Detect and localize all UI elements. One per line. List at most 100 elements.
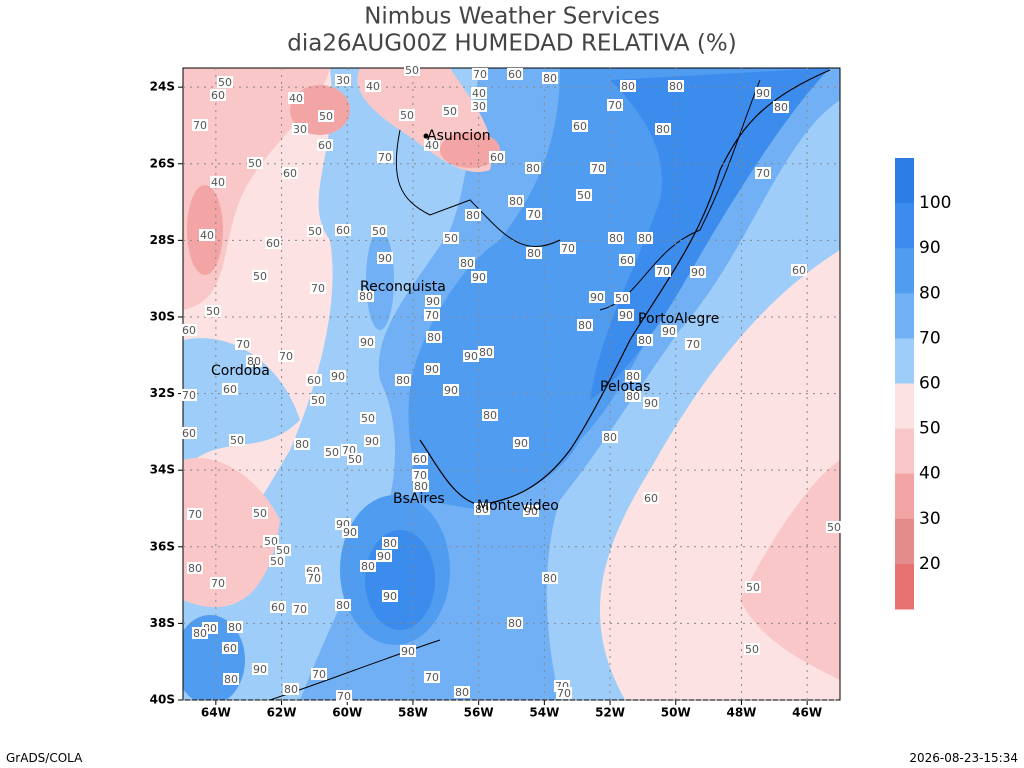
contour-label: 30 xyxy=(293,123,307,136)
contour-label: 50 xyxy=(253,270,267,283)
contour-label-box xyxy=(637,334,653,346)
contour-label-box xyxy=(424,139,440,151)
contour-label-box xyxy=(377,151,393,163)
contour-label-box xyxy=(472,68,488,80)
contour-label: 90 xyxy=(590,291,604,304)
colorbar-swatch xyxy=(895,293,914,339)
contour-label: 90 xyxy=(514,437,528,450)
contour-label: 80 xyxy=(774,101,788,114)
contour-label-box xyxy=(292,123,308,135)
contour-label: 80 xyxy=(466,209,480,222)
contour-label-box xyxy=(508,195,524,207)
contour-label: 50 xyxy=(308,225,322,238)
contour-label-box xyxy=(223,673,239,685)
contour-label-box xyxy=(222,642,238,654)
contour-label-box xyxy=(589,291,605,303)
contour-label: 70 xyxy=(413,469,427,482)
contour-label: 60 xyxy=(211,89,225,102)
contour-label-box xyxy=(607,99,623,111)
contour-label-box xyxy=(404,64,420,76)
contour-label-box xyxy=(205,305,221,317)
contour-label-box xyxy=(365,80,381,92)
contour-label: 50 xyxy=(270,555,284,568)
contour-label-box xyxy=(745,581,761,593)
contour-label-box xyxy=(275,544,291,556)
contour-label-box xyxy=(192,627,208,639)
contour-label-box xyxy=(330,370,346,382)
contour-label: 50 xyxy=(827,521,841,534)
contour-label: 80 xyxy=(638,334,652,347)
contour-label-box xyxy=(335,74,351,86)
y-tick-label: 30S xyxy=(150,309,175,323)
contour-label: 70 xyxy=(756,167,770,180)
contour-label: 80 xyxy=(460,257,474,270)
contour-label-box xyxy=(443,384,459,396)
contour-label: 50 xyxy=(372,225,386,238)
contour-label-box xyxy=(227,621,243,633)
contour-label: 90 xyxy=(524,505,538,518)
contour-label: 50 xyxy=(400,109,414,122)
contour-label: 80 xyxy=(188,562,202,575)
contour-label-box xyxy=(335,224,351,236)
contour-label: 70 xyxy=(312,668,326,681)
contour-label-box xyxy=(442,105,458,117)
contour-label: 80 xyxy=(626,390,640,403)
contour-label: 90 xyxy=(691,266,705,279)
city-label: PortoAlegre xyxy=(638,311,719,327)
contour-label: 80 xyxy=(336,599,350,612)
contour-label-box xyxy=(181,324,197,336)
contour-label: 50 xyxy=(206,305,220,318)
contour-label-box xyxy=(463,350,479,362)
contour-label: 70 xyxy=(211,577,225,590)
contour-label: 90 xyxy=(401,645,415,658)
colorbar-swatch xyxy=(895,473,914,520)
contour-label: 70 xyxy=(236,338,250,351)
contour-label: 80 xyxy=(396,374,410,387)
contour-label-box xyxy=(542,572,558,584)
y-tick-label: 38S xyxy=(150,616,175,630)
contour-label-box xyxy=(246,355,262,367)
contour-label: 70 xyxy=(608,99,622,112)
subtitle: dia26AUG00Z HUMEDAD RELATIVA (%) xyxy=(287,31,736,57)
contour-label: 50 xyxy=(405,64,419,77)
contour-label-box xyxy=(364,435,380,447)
y-tick-label: 32S xyxy=(150,386,175,400)
contour-label-box xyxy=(620,80,636,92)
contour-label-box xyxy=(360,412,376,424)
contour-label: 80 xyxy=(455,686,469,699)
contour-label-box xyxy=(572,120,588,132)
contour-label-box xyxy=(217,76,233,88)
contour-label: 70 xyxy=(527,208,541,221)
contour-label-box xyxy=(454,686,470,698)
contour-label-box xyxy=(590,162,606,174)
contour-label-box xyxy=(181,427,197,439)
colorbar: 100 90 80 70 60 50 40 30 20 xyxy=(895,158,951,610)
contour-label: 60 xyxy=(644,492,658,505)
contour-label: 80 xyxy=(359,290,373,303)
contour-label: 80 xyxy=(626,370,640,383)
contour-label-box xyxy=(192,119,208,131)
colorbar-label: 40 xyxy=(919,464,941,484)
contour-label: 60 xyxy=(508,68,522,81)
city-label: Montevideo xyxy=(477,498,559,514)
colorbar-label: 50 xyxy=(919,419,941,439)
contour-label: 40 xyxy=(366,80,380,93)
colorbar-swatch xyxy=(895,203,914,249)
contour-label-box xyxy=(424,309,440,321)
colorbar-swatch xyxy=(895,563,914,610)
contour-label: 80 xyxy=(284,683,298,696)
contour-label: 80 xyxy=(414,480,428,493)
contour-label: 90 xyxy=(377,550,391,563)
contour-label-box xyxy=(625,370,641,382)
colorbar-label: 80 xyxy=(919,283,941,303)
contour-label: 80 xyxy=(669,80,683,93)
contour-label: 70 xyxy=(193,119,207,132)
contour-label-box xyxy=(744,643,760,655)
contour-label: 70 xyxy=(656,265,670,278)
contour-label-box xyxy=(210,176,226,188)
contour-label-box xyxy=(526,208,542,220)
contour-label-box xyxy=(324,446,340,458)
x-tick-label: 62W xyxy=(267,706,297,720)
contour-label: 80 xyxy=(543,72,557,85)
